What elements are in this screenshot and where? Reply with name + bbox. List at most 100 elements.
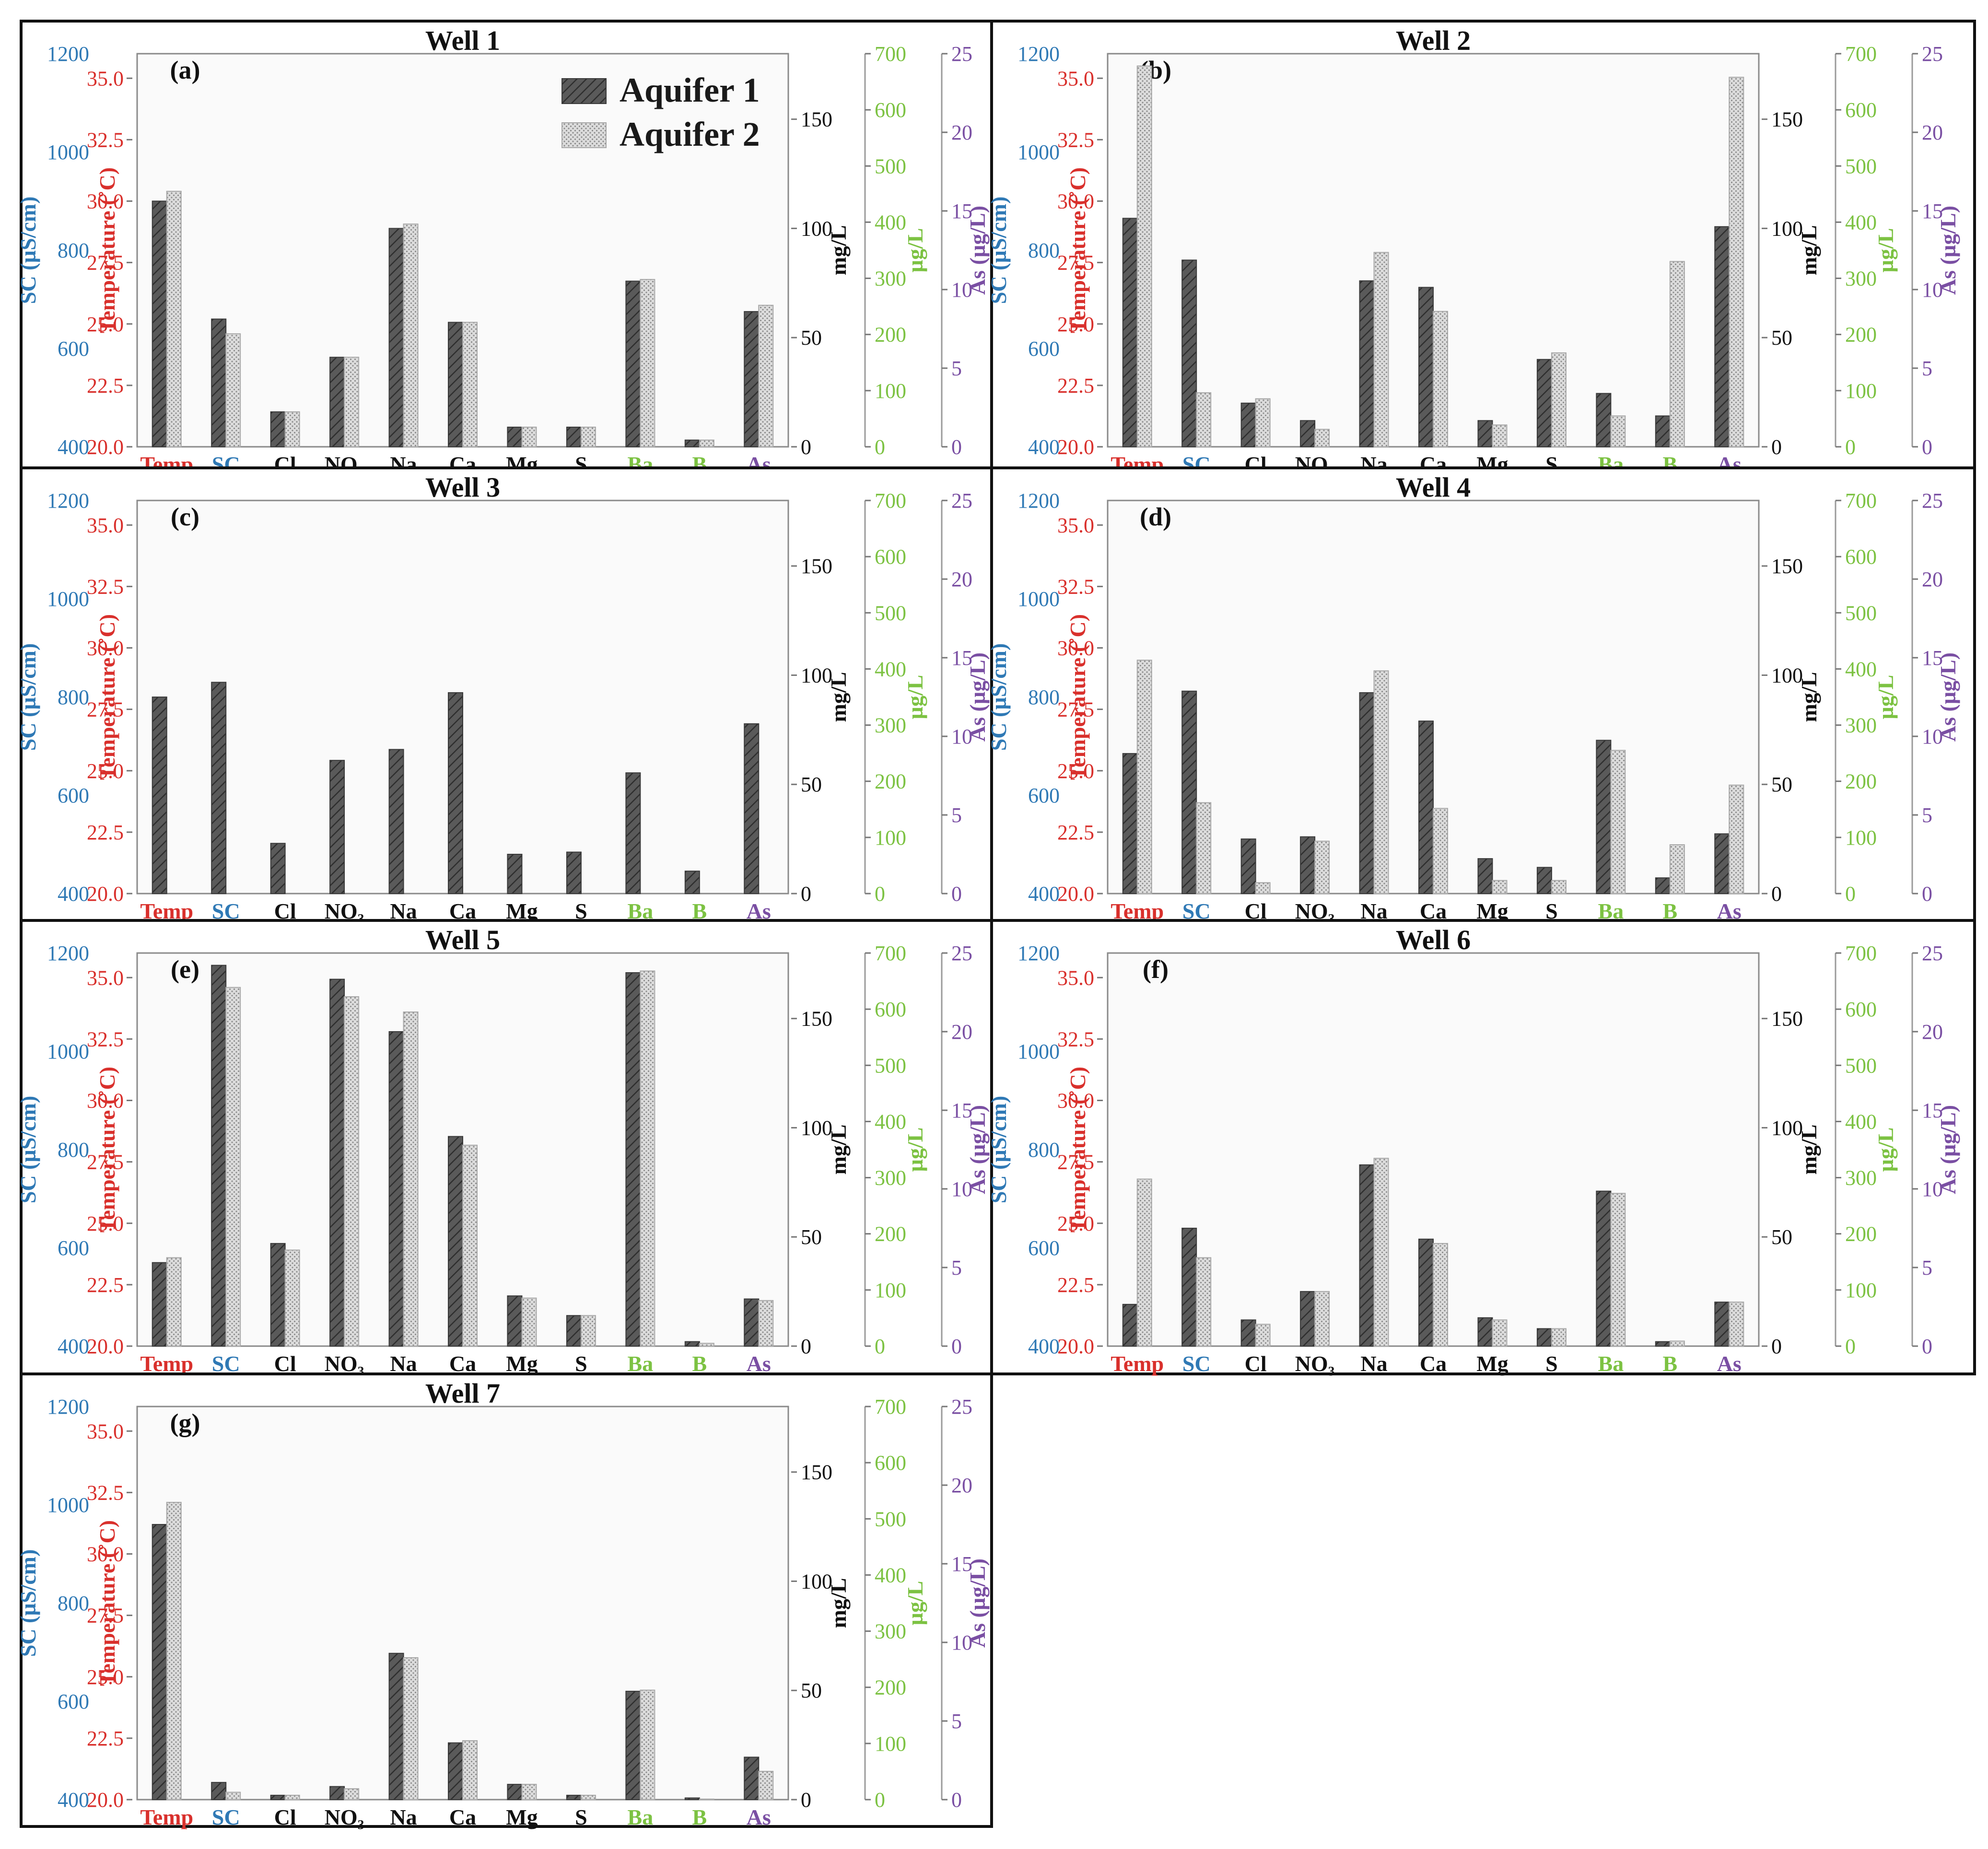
bar-aquifer2-4 <box>1314 1291 1330 1347</box>
tick-label: 25 <box>951 1395 972 1419</box>
tick-label: 600 <box>58 1690 89 1713</box>
axis-temp: 20.0 22.5 25.0 27.5 30.0 32.5 35.0 Temperature … <box>87 513 132 906</box>
tick-label: 15 <box>951 646 972 670</box>
tick-label: 10 <box>1922 278 1943 302</box>
category-label: B <box>1662 1351 1677 1376</box>
bars <box>152 682 760 895</box>
tick-label: 35.0 <box>87 513 124 537</box>
legend-label-aquifer1: Aquifer 1 <box>620 71 760 109</box>
axis-title: Temperature (˚C) <box>95 1067 119 1233</box>
tick-label: 10 <box>951 725 972 748</box>
tick-label: 20.0 <box>1057 1335 1094 1358</box>
axis-mgL: 0 50 100 150 mg/L <box>791 108 851 459</box>
bar-aquifer1-4 <box>329 357 345 447</box>
tick-label: 22.5 <box>1057 1273 1094 1297</box>
tick-label: 0 <box>951 1788 962 1812</box>
tick-label: 5 <box>951 357 962 380</box>
tick-label: 35.0 <box>1057 513 1094 537</box>
category-label: As <box>747 1351 771 1376</box>
tick-label: 100 <box>801 217 832 240</box>
bar-aquifer1-8 <box>1536 1328 1552 1347</box>
axis-title: SC (µS/cm) <box>16 1096 40 1204</box>
axis-temp: 20.0 22.5 25.0 27.5 30.0 32.5 35.0 Temperature … <box>1057 513 1103 906</box>
tick-label: 50 <box>1771 773 1792 796</box>
tick-label: 600 <box>58 784 89 807</box>
tick-label: 1200 <box>47 942 89 965</box>
tick-label: 0 <box>801 1335 811 1358</box>
bar-aquifer2-6 <box>1433 311 1448 447</box>
tick-label: 20 <box>951 121 972 144</box>
tick-label: 50 <box>801 326 822 349</box>
tick-label: 700 <box>1845 942 1877 965</box>
tick-label: 20.0 <box>87 882 124 906</box>
tick-label: 700 <box>875 489 906 512</box>
tick-label: 600 <box>875 545 906 569</box>
bar-aquifer1-10 <box>1655 877 1671 894</box>
category-label: Temp <box>1111 1351 1164 1376</box>
tick-label: 800 <box>1028 239 1060 262</box>
tick-label: 700 <box>875 942 906 965</box>
tick-label: 22.5 <box>87 821 124 844</box>
tick-label: 800 <box>1028 686 1060 709</box>
bar-aquifer1-2 <box>211 682 227 894</box>
category-label: Ba <box>1598 1351 1624 1376</box>
category-label: NO₃ <box>325 1351 364 1376</box>
tick-label: 600 <box>58 1236 89 1260</box>
bar-aquifer1-2 <box>1181 690 1197 894</box>
tick-label: 30.0 <box>87 1543 124 1566</box>
bar-aquifer2-4 <box>1314 840 1330 894</box>
bar-aquifer1-8 <box>566 851 582 895</box>
bar-aquifer2-5 <box>1373 670 1389 895</box>
bar-aquifer2-6 <box>1433 808 1448 895</box>
panel-title: Well 6 <box>1396 924 1471 955</box>
tick-label: 0 <box>1922 882 1932 906</box>
axis-ugL: 0 100 200 300 400 500 600 700 µg/L <box>864 42 927 459</box>
axis-sc: 400 600 800 1000 1200 SC (µS/cm) <box>16 489 89 906</box>
plot-area <box>136 1406 789 1801</box>
tick-label: 20.0 <box>87 1335 124 1358</box>
panel-tag: (f) <box>1143 955 1169 984</box>
tick-label: 35.0 <box>1057 966 1094 989</box>
axis-title: Temperature (˚C) <box>1065 1067 1090 1233</box>
axis-title: As (µg/L) <box>965 1105 990 1194</box>
tick-label: 600 <box>875 1451 906 1475</box>
axis-ugL: 0 100 200 300 400 500 600 700 µg/L <box>1835 942 1898 1358</box>
panel-tag: (a) <box>170 56 200 84</box>
tick-label: 27.5 <box>1057 698 1094 721</box>
bar-aquifer1-7 <box>507 854 523 894</box>
tick-label: 0 <box>1922 1335 1932 1358</box>
category-label: NO₃ <box>1295 1351 1335 1376</box>
tick-label: 100 <box>875 1279 906 1302</box>
tick-label: 50 <box>1771 326 1792 349</box>
bar-aquifer2-3 <box>284 1249 300 1347</box>
legend-swatch-aquifer2 <box>561 122 607 148</box>
axis-mgL: 0 50 100 150 mg/L <box>1762 555 1821 906</box>
tick-label: 1000 <box>1017 587 1060 611</box>
bar-aquifer1-2 <box>1181 1228 1197 1347</box>
tick-label: 0 <box>875 882 885 906</box>
tick-label: 100 <box>801 1116 832 1140</box>
tick-label: 300 <box>1845 267 1877 291</box>
tick-label: 100 <box>801 663 832 687</box>
tick-label: 500 <box>1845 601 1877 625</box>
axis-sc: 400 600 800 1000 1200 SC (µS/cm) <box>16 942 89 1358</box>
tick-label: 150 <box>1771 108 1803 131</box>
tick-label: 20 <box>1922 121 1943 144</box>
bar-aquifer2-1 <box>166 1501 182 1800</box>
category-label: SC <box>212 1351 240 1376</box>
tick-label: 200 <box>1845 323 1877 347</box>
tick-label: 30.0 <box>1057 190 1094 213</box>
panel-tag: (g) <box>170 1408 200 1437</box>
category-label: Ca <box>1420 1351 1447 1376</box>
category-label: Mg <box>506 1351 538 1376</box>
category-label: S <box>1545 1351 1558 1376</box>
tick-label: 700 <box>875 42 906 66</box>
tick-label: 35.0 <box>87 67 124 90</box>
axis-temp: 20.0 22.5 25.0 27.5 30.0 32.5 35.0 Temperature … <box>1057 67 1103 459</box>
tick-label: 150 <box>801 1461 832 1484</box>
bar-aquifer1-6 <box>1418 287 1434 447</box>
bar-aquifer2-3 <box>1255 1324 1271 1347</box>
bar-aquifer2-9 <box>1610 415 1626 447</box>
tick-label: 20 <box>951 568 972 591</box>
